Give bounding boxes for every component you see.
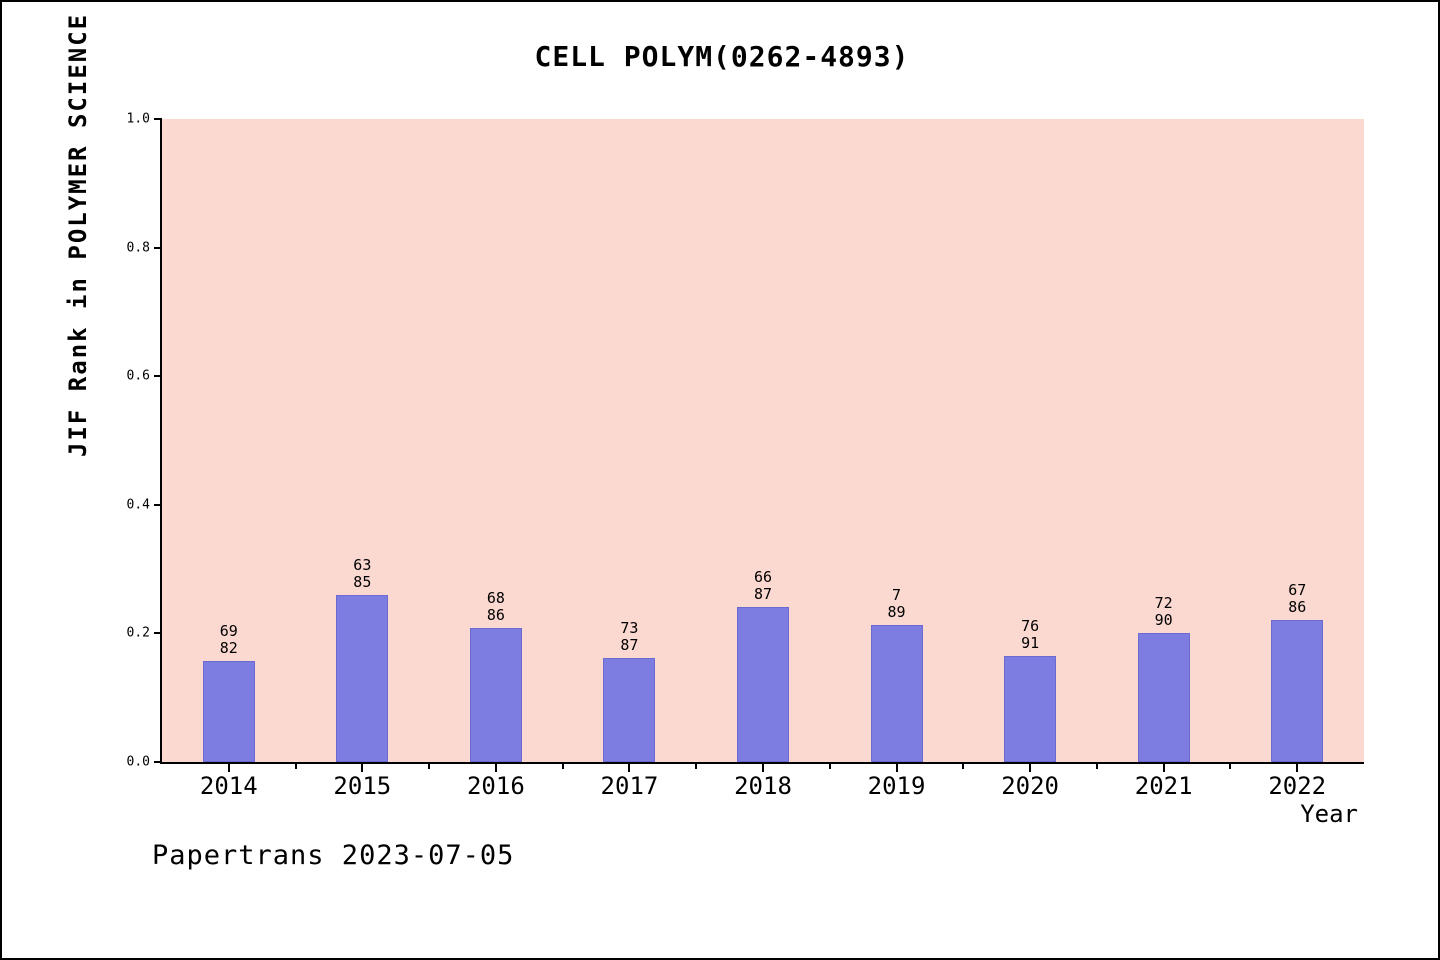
y-tick-label: 0.6: [126, 368, 150, 384]
x-tick-label-2018: 2018: [734, 772, 792, 800]
x-minor-tick-mark: [294, 764, 297, 769]
bar-2022: [1271, 619, 1324, 762]
x-tick-mark: [762, 764, 764, 772]
x-tick-mark: [895, 764, 898, 772]
plot-area: 0.0 0.2 0.4 0.6 0.8 1.0 69 82 2014 63 85 2015 68 8…: [127, 112, 1364, 800]
x-tick-label-2015: 2015: [333, 772, 392, 800]
y-tick-label: 0.4: [126, 497, 150, 513]
x-tick-mark: [628, 764, 631, 772]
bar-2021: [1137, 633, 1190, 762]
bar-value-label: 72 90: [1154, 594, 1173, 630]
y-tick-mark: [154, 503, 162, 506]
bar-value-label: 63 85: [353, 556, 372, 592]
x-minor-tick-mark: [1095, 764, 1098, 769]
bar-value-label: 67 86: [1288, 580, 1307, 616]
x-tick-label-2020: 2020: [1001, 772, 1060, 800]
x-tick-label-2019: 2019: [867, 772, 926, 800]
y-tick-label: 0.2: [126, 625, 150, 641]
bar-value-label: 68 86: [486, 588, 505, 624]
x-tick-mark: [494, 764, 497, 772]
x-tick-mark: [1029, 764, 1032, 772]
x-tick-mark: [227, 764, 230, 772]
bar-2014: [202, 661, 255, 762]
x-minor-tick-mark: [561, 764, 564, 769]
x-tick-mark: [1296, 764, 1299, 772]
y-tick-mark: [154, 632, 162, 635]
x-minor-tick-mark: [828, 764, 831, 769]
y-tick-mark: [154, 761, 162, 763]
bar-value-label: 66 87: [753, 568, 773, 604]
bar-value-label: 69 82: [219, 622, 238, 658]
chart-title: CELL POLYM(0262-4893): [534, 40, 910, 73]
x-tick-mark: [1162, 764, 1165, 772]
bar-2018: [737, 607, 789, 762]
x-tick-mark: [361, 764, 364, 772]
bar-value-label: 73 87: [620, 619, 639, 655]
x-tick-label-2022: 2022: [1268, 772, 1327, 800]
x-minor-tick-mark: [428, 764, 431, 769]
y-tick-label: 0.8: [126, 240, 150, 256]
x-minor-tick-mark: [695, 764, 698, 769]
bar-2020: [1004, 655, 1057, 762]
y-tick-mark: [154, 246, 162, 249]
y-tick-label: 0.0: [126, 754, 150, 770]
footer-note: Papertrans 2023-07-05: [152, 840, 515, 871]
bar-2017: [603, 658, 656, 762]
x-tick-label-2017: 2017: [600, 772, 659, 800]
bar-2015: [336, 595, 389, 762]
x-tick-label-2016: 2016: [466, 772, 525, 800]
bar-2016: [469, 627, 522, 762]
x-axis-label: Year: [1300, 800, 1358, 828]
x-minor-tick-mark: [962, 764, 965, 769]
bar-2019: [870, 625, 923, 762]
x-minor-tick-mark: [1229, 764, 1232, 769]
bar-value-label: 76 91: [1021, 616, 1040, 652]
x-tick-label-2021: 2021: [1134, 772, 1193, 800]
y-tick-mark: [154, 375, 162, 378]
y-tick-mark: [154, 118, 162, 120]
x-tick-label-2014: 2014: [199, 772, 258, 800]
bar-value-label: 7 89: [887, 586, 906, 622]
y-tick-label: 1.0: [126, 111, 150, 127]
y-axis-label: JIF Rank in POLYMER SCIENCE: [64, 12, 92, 457]
